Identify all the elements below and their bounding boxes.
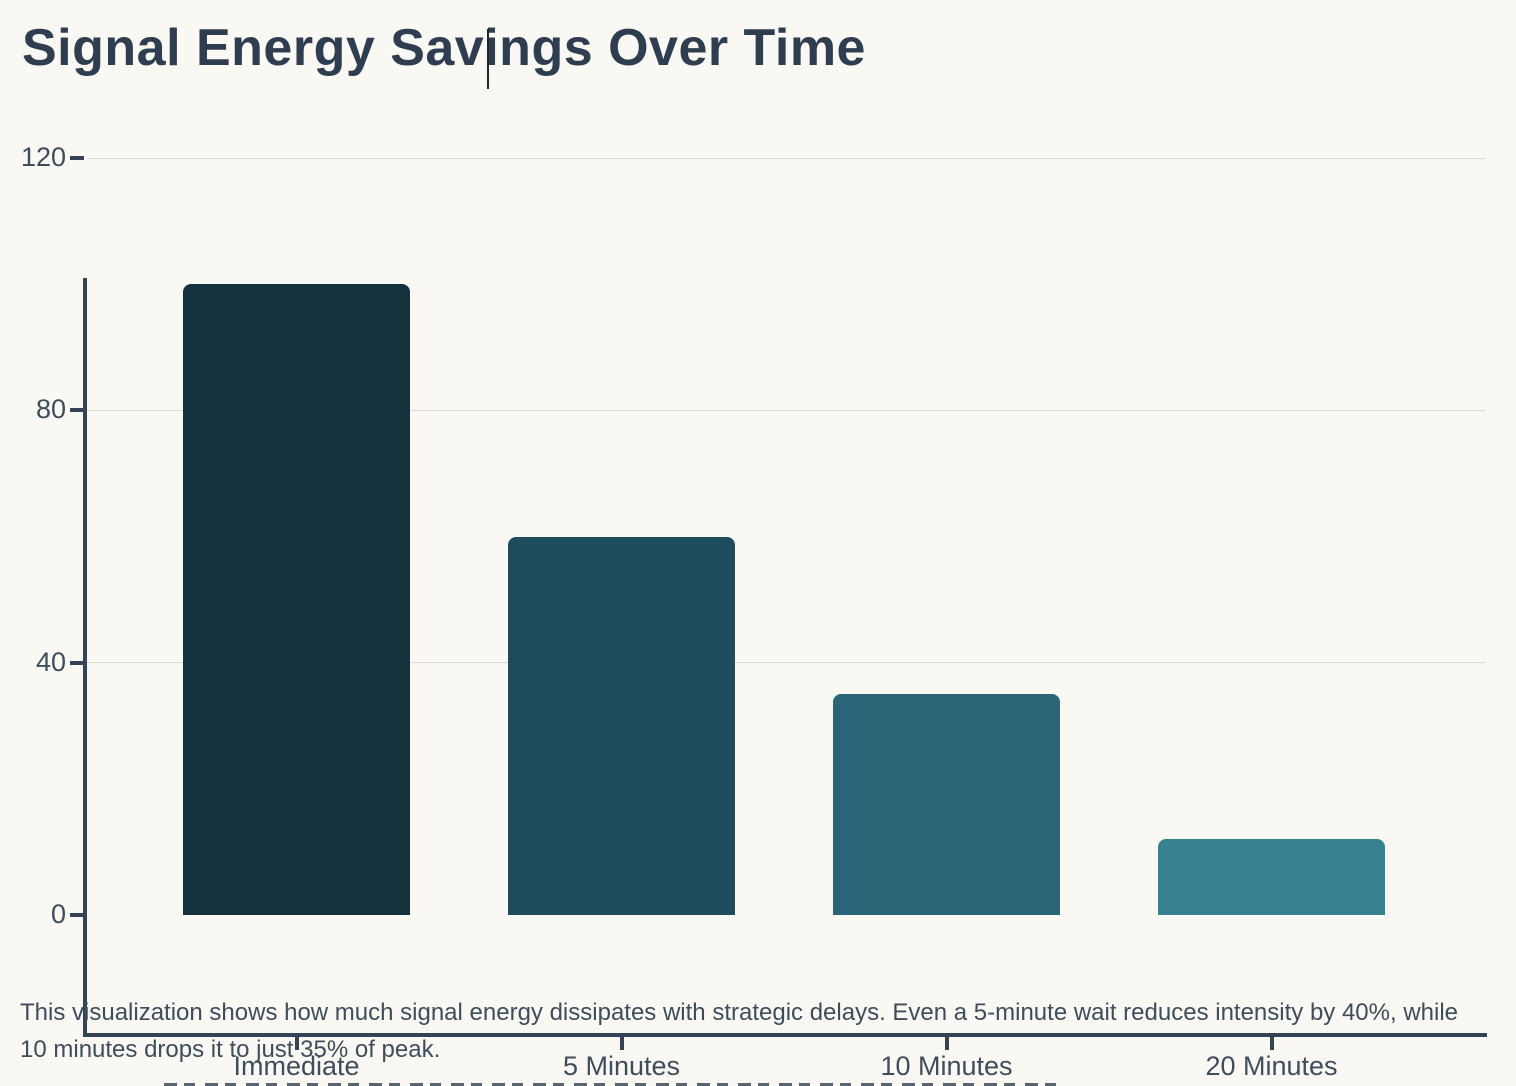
bar-immediate[interactable] — [183, 284, 410, 915]
clipped-text-edge — [164, 1083, 1064, 1086]
x-tick-3 — [944, 1037, 949, 1050]
y-tick-label-80: 80 — [35, 394, 66, 425]
x-tick-4 — [1269, 1037, 1274, 1050]
x-tick-label-immediate: Immediate — [233, 1051, 360, 1081]
y-axis-line — [83, 278, 87, 1037]
x-tick-label-5-minutes: 5 Minutes — [562, 1051, 681, 1081]
y-tick-label-0: 0 — [50, 899, 66, 929]
gridline-80 — [87, 409, 1485, 411]
y-tick-label-120: 120 — [20, 142, 66, 172]
y-tick-120 — [70, 156, 84, 160]
y-tick-label-40: 40 — [35, 646, 66, 677]
x-tick-2 — [619, 1037, 624, 1050]
bar-5-minutes[interactable] — [508, 536, 735, 915]
gridline-120 — [87, 157, 1485, 159]
y-tick-40 — [70, 660, 84, 665]
chart-caption: This visualization shows how much signal… — [20, 999, 1459, 1063]
chart-title[interactable]: Signal Energy Savings Over Time — [22, 19, 866, 77]
x-tick-1 — [294, 1037, 299, 1050]
x-axis-line — [83, 1033, 1487, 1037]
y-tick-0 — [70, 913, 84, 917]
x-tick-label-20-minutes: 20 Minutes — [1205, 1051, 1338, 1081]
text-cursor-caret — [487, 29, 489, 89]
x-tick-label-10-minutes: 10 Minutes — [880, 1051, 1013, 1081]
bar-20-minutes[interactable] — [1158, 839, 1385, 915]
bar-chart: 0 40 80 120 Immediate 5 Minutes 10 Minutes 20 … — [0, 120, 1516, 1081]
gridline-40 — [87, 662, 1485, 664]
bar-10-minutes[interactable] — [833, 694, 1060, 915]
y-tick-80 — [70, 408, 84, 413]
